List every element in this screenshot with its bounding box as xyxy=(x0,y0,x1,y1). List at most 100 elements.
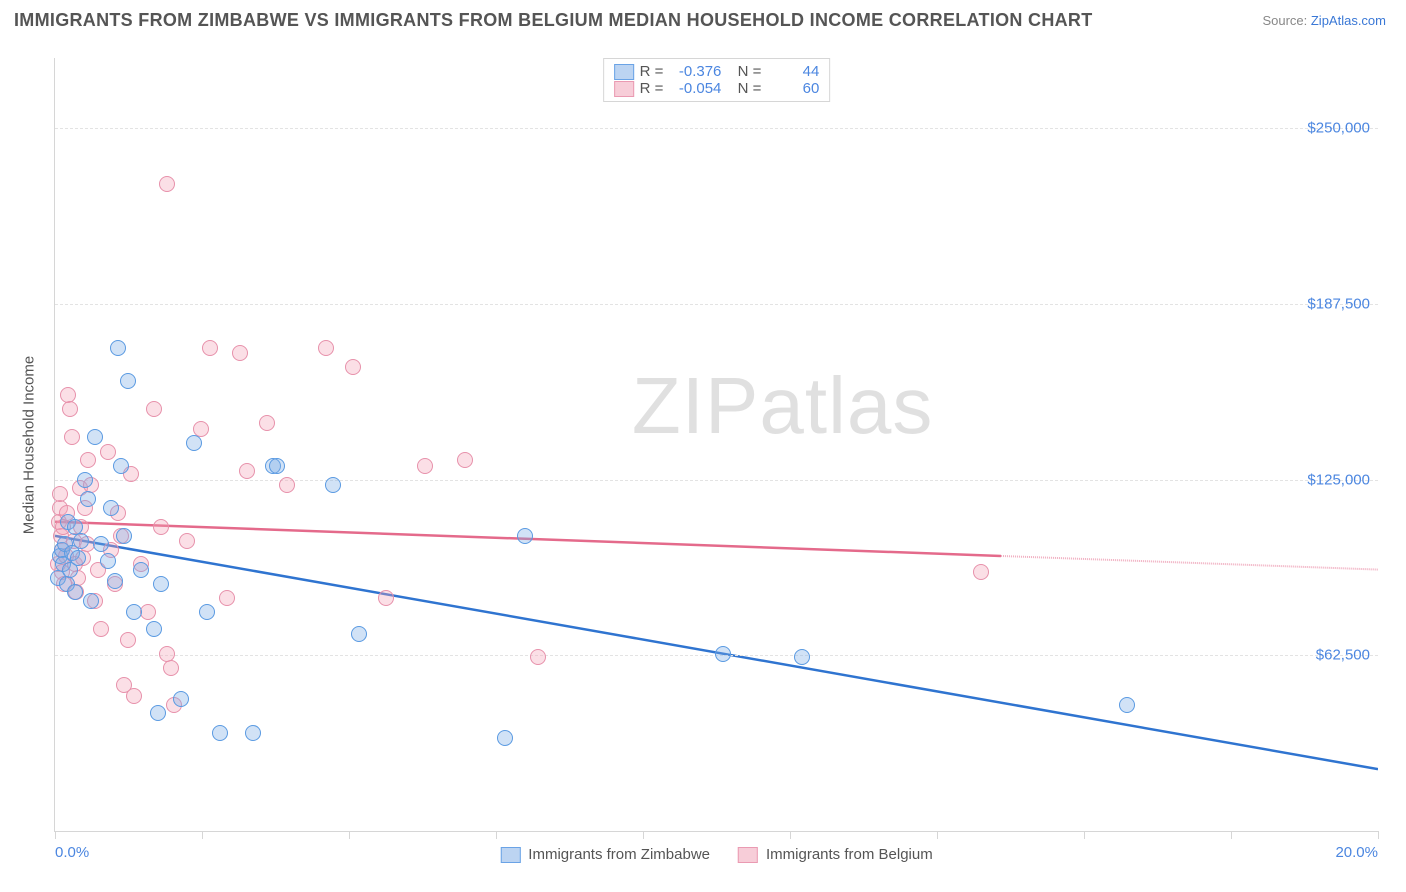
x-tick xyxy=(790,831,791,839)
legend-label-belgium: Immigrants from Belgium xyxy=(766,846,933,863)
scatter-point-zimbabwe xyxy=(100,553,116,569)
scatter-point-belgium xyxy=(973,564,989,580)
scatter-point-zimbabwe xyxy=(103,500,119,516)
n-value-belgium: 60 xyxy=(767,80,819,97)
r-value-belgium: -0.054 xyxy=(669,80,721,97)
legend-item-belgium: Immigrants from Belgium xyxy=(738,846,933,863)
scatter-point-zimbabwe xyxy=(67,519,83,535)
scatter-point-belgium xyxy=(62,401,78,417)
x-tick xyxy=(937,831,938,839)
scatter-point-belgium xyxy=(345,359,361,375)
scatter-point-belgium xyxy=(159,176,175,192)
legend-stats-row-belgium: R = -0.054 N = 60 xyxy=(614,80,820,97)
gridline xyxy=(55,128,1378,129)
scatter-point-zimbabwe xyxy=(351,626,367,642)
legend-stats: R = -0.376 N = 44 R = -0.054 N = 60 xyxy=(603,58,831,102)
watermark-zip: ZIP xyxy=(632,361,759,450)
scatter-point-belgium xyxy=(259,415,275,431)
y-tick-label: $250,000 xyxy=(1307,120,1370,137)
scatter-point-belgium xyxy=(179,533,195,549)
x-axis-end-label: 20.0% xyxy=(1335,844,1378,861)
y-tick-label: $187,500 xyxy=(1307,295,1370,312)
scatter-point-zimbabwe xyxy=(153,576,169,592)
scatter-point-zimbabwe xyxy=(70,550,86,566)
scatter-point-zimbabwe xyxy=(126,604,142,620)
scatter-point-zimbabwe xyxy=(116,528,132,544)
source-link[interactable]: ZipAtlas.com xyxy=(1311,13,1386,28)
n-value-zimbabwe: 44 xyxy=(767,63,819,80)
scatter-point-belgium xyxy=(153,519,169,535)
scatter-point-belgium xyxy=(378,590,394,606)
swatch-belgium xyxy=(738,847,758,863)
scatter-point-belgium xyxy=(80,452,96,468)
scatter-point-belgium xyxy=(279,477,295,493)
scatter-point-zimbabwe xyxy=(146,621,162,637)
source: Source: ZipAtlas.com xyxy=(1262,13,1386,28)
scatter-point-zimbabwe xyxy=(77,472,93,488)
x-tick xyxy=(643,831,644,839)
scatter-point-belgium xyxy=(52,486,68,502)
scatter-point-belgium xyxy=(417,458,433,474)
scatter-point-zimbabwe xyxy=(107,573,123,589)
y-tick-label: $62,500 xyxy=(1316,647,1370,664)
scatter-point-belgium xyxy=(457,452,473,468)
legend-label-zimbabwe: Immigrants from Zimbabwe xyxy=(528,846,710,863)
x-tick xyxy=(496,831,497,839)
r-label: R = xyxy=(640,80,664,97)
scatter-point-belgium xyxy=(126,688,142,704)
scatter-point-zimbabwe xyxy=(173,691,189,707)
scatter-point-zimbabwe xyxy=(80,491,96,507)
n-label: N = xyxy=(738,63,762,80)
scatter-point-zimbabwe xyxy=(715,646,731,662)
legend-series: Immigrants from Zimbabwe Immigrants from… xyxy=(500,846,932,863)
swatch-zimbabwe xyxy=(500,847,520,863)
y-tick-label: $125,000 xyxy=(1307,471,1370,488)
scatter-point-zimbabwe xyxy=(93,536,109,552)
scatter-point-zimbabwe xyxy=(133,562,149,578)
scatter-point-zimbabwe xyxy=(67,584,83,600)
source-label: Source: xyxy=(1262,13,1310,28)
scatter-point-belgium xyxy=(93,621,109,637)
x-tick xyxy=(349,831,350,839)
scatter-point-zimbabwe xyxy=(186,435,202,451)
x-tick xyxy=(1084,831,1085,839)
scatter-point-belgium xyxy=(163,660,179,676)
watermark: ZIPatlas xyxy=(632,360,933,452)
scatter-point-belgium xyxy=(64,429,80,445)
scatter-point-belgium xyxy=(120,632,136,648)
trend-line-dashed-belgium xyxy=(1001,556,1378,570)
scatter-point-zimbabwe xyxy=(150,705,166,721)
x-tick xyxy=(1378,831,1379,839)
scatter-point-belgium xyxy=(318,340,334,356)
scatter-point-zimbabwe xyxy=(269,458,285,474)
x-axis-start-label: 0.0% xyxy=(55,844,89,861)
legend-stats-row-zimbabwe: R = -0.376 N = 44 xyxy=(614,63,820,80)
scatter-point-zimbabwe xyxy=(245,725,261,741)
scatter-point-zimbabwe xyxy=(794,649,810,665)
scatter-point-belgium xyxy=(530,649,546,665)
legend-item-zimbabwe: Immigrants from Zimbabwe xyxy=(500,846,710,863)
scatter-point-zimbabwe xyxy=(83,593,99,609)
chart-container: ZIPatlas Median Household Income 0.0% 20… xyxy=(14,44,1386,872)
x-tick xyxy=(55,831,56,839)
scatter-point-belgium xyxy=(146,401,162,417)
watermark-atlas: atlas xyxy=(759,361,933,450)
gridline xyxy=(55,480,1378,481)
scatter-point-zimbabwe xyxy=(497,730,513,746)
scatter-point-zimbabwe xyxy=(212,725,228,741)
scatter-point-belgium xyxy=(202,340,218,356)
x-tick xyxy=(202,831,203,839)
scatter-point-belgium xyxy=(239,463,255,479)
scatter-point-belgium xyxy=(100,444,116,460)
scatter-point-belgium xyxy=(232,345,248,361)
scatter-point-zimbabwe xyxy=(325,477,341,493)
scatter-point-zimbabwe xyxy=(517,528,533,544)
swatch-zimbabwe xyxy=(614,64,634,80)
scatter-point-belgium xyxy=(219,590,235,606)
r-value-zimbabwe: -0.376 xyxy=(669,63,721,80)
scatter-point-zimbabwe xyxy=(73,533,89,549)
scatter-point-zimbabwe xyxy=(1119,697,1135,713)
chart-title: IMMIGRANTS FROM ZIMBABWE VS IMMIGRANTS F… xyxy=(14,10,1093,31)
r-label: R = xyxy=(640,63,664,80)
chart-header: IMMIGRANTS FROM ZIMBABWE VS IMMIGRANTS F… xyxy=(0,0,1406,37)
